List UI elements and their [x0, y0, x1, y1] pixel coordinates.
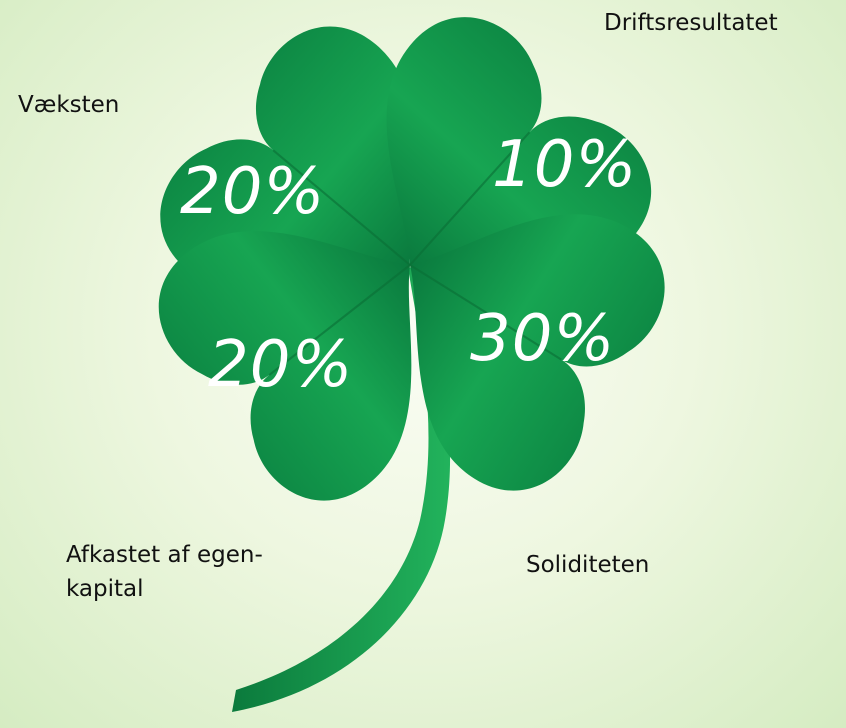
leaf-value: 20%	[180, 155, 325, 229]
leaf-label: Afkastet af egen- kapital	[66, 538, 263, 606]
leaf-value: 10%	[492, 128, 637, 202]
leaf-value: 30%	[470, 302, 615, 376]
leaf-label: Driftsresultatet	[604, 6, 778, 40]
leaf-label: Væksten	[18, 88, 119, 122]
clover	[0, 0, 846, 728]
leaf-value: 20%	[208, 328, 353, 402]
leaf-label: Soliditeten	[526, 548, 649, 582]
page: Væksten Driftsresultatet Afkastet af ege…	[0, 0, 846, 728]
